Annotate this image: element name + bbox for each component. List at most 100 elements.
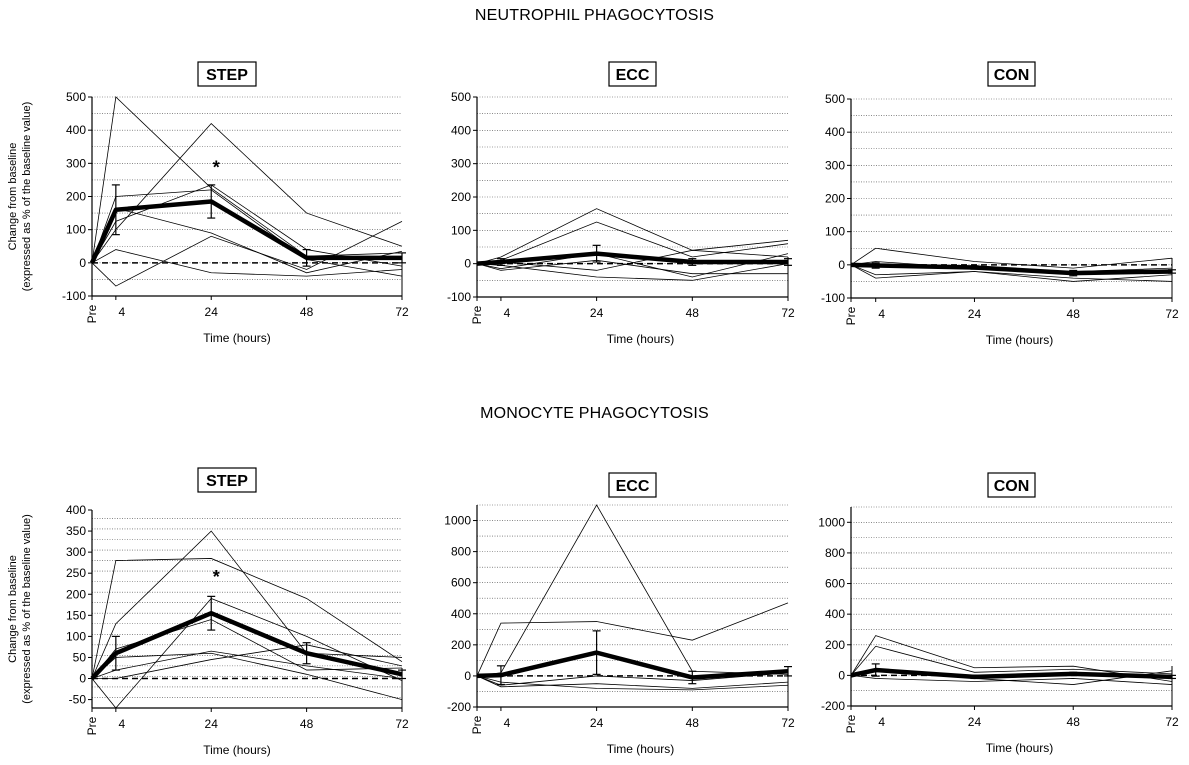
individual-line bbox=[91, 122, 403, 264]
x-tick-label: 24 bbox=[205, 305, 219, 319]
y-tick-label: 100 bbox=[825, 225, 845, 239]
y-tick-label: -50 bbox=[69, 693, 87, 707]
chart-monocyte-con: CON -200 0 200 400 600 800 1000 Pre 4 24 48 72 Time (… bbox=[818, 472, 1179, 755]
x-tick-label: 24 bbox=[968, 715, 982, 729]
individual-line bbox=[91, 184, 403, 267]
y-axis-label: (expressed as % of the baseline value) bbox=[21, 514, 33, 704]
y-tick-label: 400 bbox=[66, 123, 86, 137]
y-tick-label: 100 bbox=[66, 223, 86, 237]
y-tick-label: 600 bbox=[825, 577, 845, 591]
y-tick-label: 200 bbox=[66, 190, 86, 204]
x-tick-label: Pre bbox=[844, 714, 858, 733]
x-tick-label: 24 bbox=[590, 716, 604, 730]
x-tick-label: 24 bbox=[205, 717, 219, 731]
y-tick-label: 300 bbox=[66, 156, 86, 170]
y-tick-label: 200 bbox=[66, 587, 86, 601]
y-tick-label: 400 bbox=[451, 123, 471, 137]
individual-line bbox=[850, 645, 1173, 676]
x-tick-label: 4 bbox=[119, 305, 126, 319]
individual-line bbox=[476, 675, 789, 691]
y-tick-label: -200 bbox=[821, 699, 845, 713]
x-tick-label: 72 bbox=[781, 716, 795, 730]
y-tick-label: 350 bbox=[66, 524, 86, 538]
chart-title-box bbox=[987, 61, 1036, 87]
y-tick-label: 0 bbox=[838, 258, 845, 272]
y-tick-label: -200 bbox=[447, 700, 471, 714]
individual-line bbox=[91, 221, 403, 287]
x-tick-label: 72 bbox=[1165, 715, 1179, 729]
individual-line bbox=[476, 602, 789, 677]
individual-line bbox=[91, 249, 403, 277]
x-tick-label: 48 bbox=[686, 306, 700, 320]
x-tick-label: 48 bbox=[686, 716, 700, 730]
y-tick-label: 100 bbox=[66, 629, 86, 643]
individual-line bbox=[91, 597, 403, 709]
y-tick-label: 400 bbox=[825, 607, 845, 621]
significance-asterisk: * bbox=[213, 567, 220, 587]
individual-line bbox=[850, 674, 1173, 685]
x-tick-label: 72 bbox=[1165, 307, 1179, 321]
y-tick-label: 600 bbox=[451, 576, 471, 590]
x-tick-label: 72 bbox=[395, 305, 409, 319]
y-tick-label: 200 bbox=[825, 192, 845, 206]
y-tick-label: 800 bbox=[451, 545, 471, 559]
y-tick-label: 300 bbox=[66, 545, 86, 559]
y-tick-label: 0 bbox=[464, 669, 471, 683]
y-tick-label: 0 bbox=[79, 256, 86, 270]
x-tick-label: 48 bbox=[300, 305, 314, 319]
x-tick-label: 72 bbox=[395, 717, 409, 731]
chart-title-box bbox=[197, 61, 257, 87]
individual-line bbox=[850, 264, 1173, 282]
x-tick-label: 24 bbox=[968, 307, 982, 321]
chart-title: ECC bbox=[616, 67, 650, 84]
individual-line bbox=[476, 504, 789, 677]
x-tick-label: 48 bbox=[1067, 307, 1081, 321]
individual-line bbox=[91, 530, 403, 679]
x-tick-label: 4 bbox=[119, 717, 126, 731]
y-tick-label: 400 bbox=[66, 503, 86, 517]
mean-line bbox=[850, 262, 1173, 276]
y-tick-label: 300 bbox=[825, 158, 845, 172]
x-tick-label: Pre bbox=[85, 716, 99, 735]
chart-neutrophil-con: CON -100 0 100 200 300 400 500 Pre 4 24 48 72 Time (h… bbox=[821, 61, 1179, 347]
x-axis-label: Time (hours) bbox=[607, 332, 675, 346]
y-tick-label: 400 bbox=[451, 607, 471, 621]
x-tick-label: 4 bbox=[878, 307, 885, 321]
chart-title-box bbox=[197, 467, 257, 493]
y-tick-label: 200 bbox=[825, 638, 845, 652]
y-tick-label: 500 bbox=[66, 90, 86, 104]
y-axis-label: Change from baseline bbox=[7, 143, 19, 251]
individual-line bbox=[92, 644, 403, 679]
y-tick-label: 400 bbox=[825, 125, 845, 139]
chart-neutrophil-ecc: ECC -100 0 100 200 300 400 500 Pre 4 24 48 72 Time (h… bbox=[447, 61, 795, 346]
chart-monocyte-step: STEP -50 0 50 100 150 200 250 300 350 400 Pre 4 24 48 7… bbox=[7, 467, 409, 757]
individual-line bbox=[476, 672, 789, 686]
y-tick-label: 0 bbox=[79, 672, 86, 686]
y-tick-label: 1000 bbox=[818, 515, 845, 529]
x-axis-label: Time (hours) bbox=[986, 333, 1054, 347]
chart-title: ECC bbox=[616, 478, 650, 495]
individual-line bbox=[476, 675, 789, 689]
y-tick-label: 50 bbox=[73, 650, 87, 664]
x-tick-label: 4 bbox=[504, 306, 511, 320]
x-tick-label: 48 bbox=[300, 717, 314, 731]
x-tick-label: Pre bbox=[844, 306, 858, 325]
y-axis-label: (expressed as % of the baseline value) bbox=[21, 102, 33, 292]
section-title-neutrophil: NEUTROPHIL PHAGOCYTOSIS bbox=[474, 7, 715, 24]
mean-line bbox=[89, 199, 402, 264]
y-tick-label: 250 bbox=[66, 566, 86, 580]
individual-line bbox=[91, 650, 403, 679]
individual-line bbox=[91, 558, 403, 679]
x-axis-label: Time (hours) bbox=[203, 331, 271, 345]
x-axis-label: Time (hours) bbox=[986, 741, 1054, 755]
x-tick-label: Pre bbox=[470, 715, 484, 734]
chart-title: CON bbox=[994, 67, 1030, 84]
individual-line bbox=[476, 263, 789, 281]
y-tick-label: 500 bbox=[825, 92, 845, 106]
y-tick-label: -100 bbox=[821, 291, 845, 305]
chart-title: STEP bbox=[206, 473, 248, 490]
y-tick-label: 200 bbox=[451, 190, 471, 204]
x-tick-label: 4 bbox=[878, 715, 885, 729]
y-tick-label: 500 bbox=[451, 90, 471, 104]
